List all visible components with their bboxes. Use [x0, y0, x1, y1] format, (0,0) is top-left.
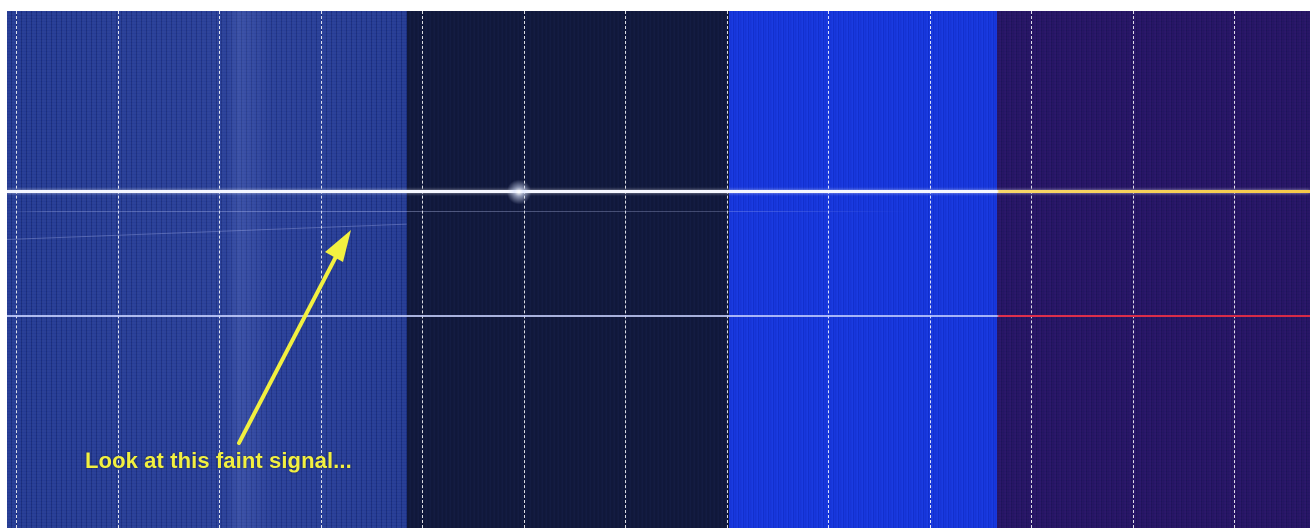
faint-signal-line: [7, 211, 1310, 212]
noise-texture: [729, 11, 997, 528]
gridline: [422, 11, 423, 528]
annotation-label: Look at this faint signal...: [85, 448, 352, 473]
gridline: [1031, 11, 1032, 528]
spectrogram-panel-2: [407, 11, 729, 528]
gridline: [625, 11, 626, 528]
gridline: [727, 11, 728, 528]
gridline: [1133, 11, 1134, 528]
strong-signal-line: [7, 190, 1310, 193]
gridline: [828, 11, 829, 528]
noise-texture: [407, 11, 729, 528]
gridline: [118, 11, 119, 528]
secondary-signal-line: [7, 315, 1310, 317]
gridline: [930, 11, 931, 528]
spectrogram-panel-4: [997, 11, 1310, 528]
gridline: [524, 11, 525, 528]
spectrogram-panel-3: [729, 11, 997, 528]
signal-blip: [507, 179, 531, 205]
gridline: [219, 11, 220, 528]
waterfall-display: Look at this faint signal...: [7, 11, 1310, 528]
noise-texture: [997, 11, 1310, 528]
gridline: [1234, 11, 1235, 528]
gridline: [16, 11, 17, 528]
